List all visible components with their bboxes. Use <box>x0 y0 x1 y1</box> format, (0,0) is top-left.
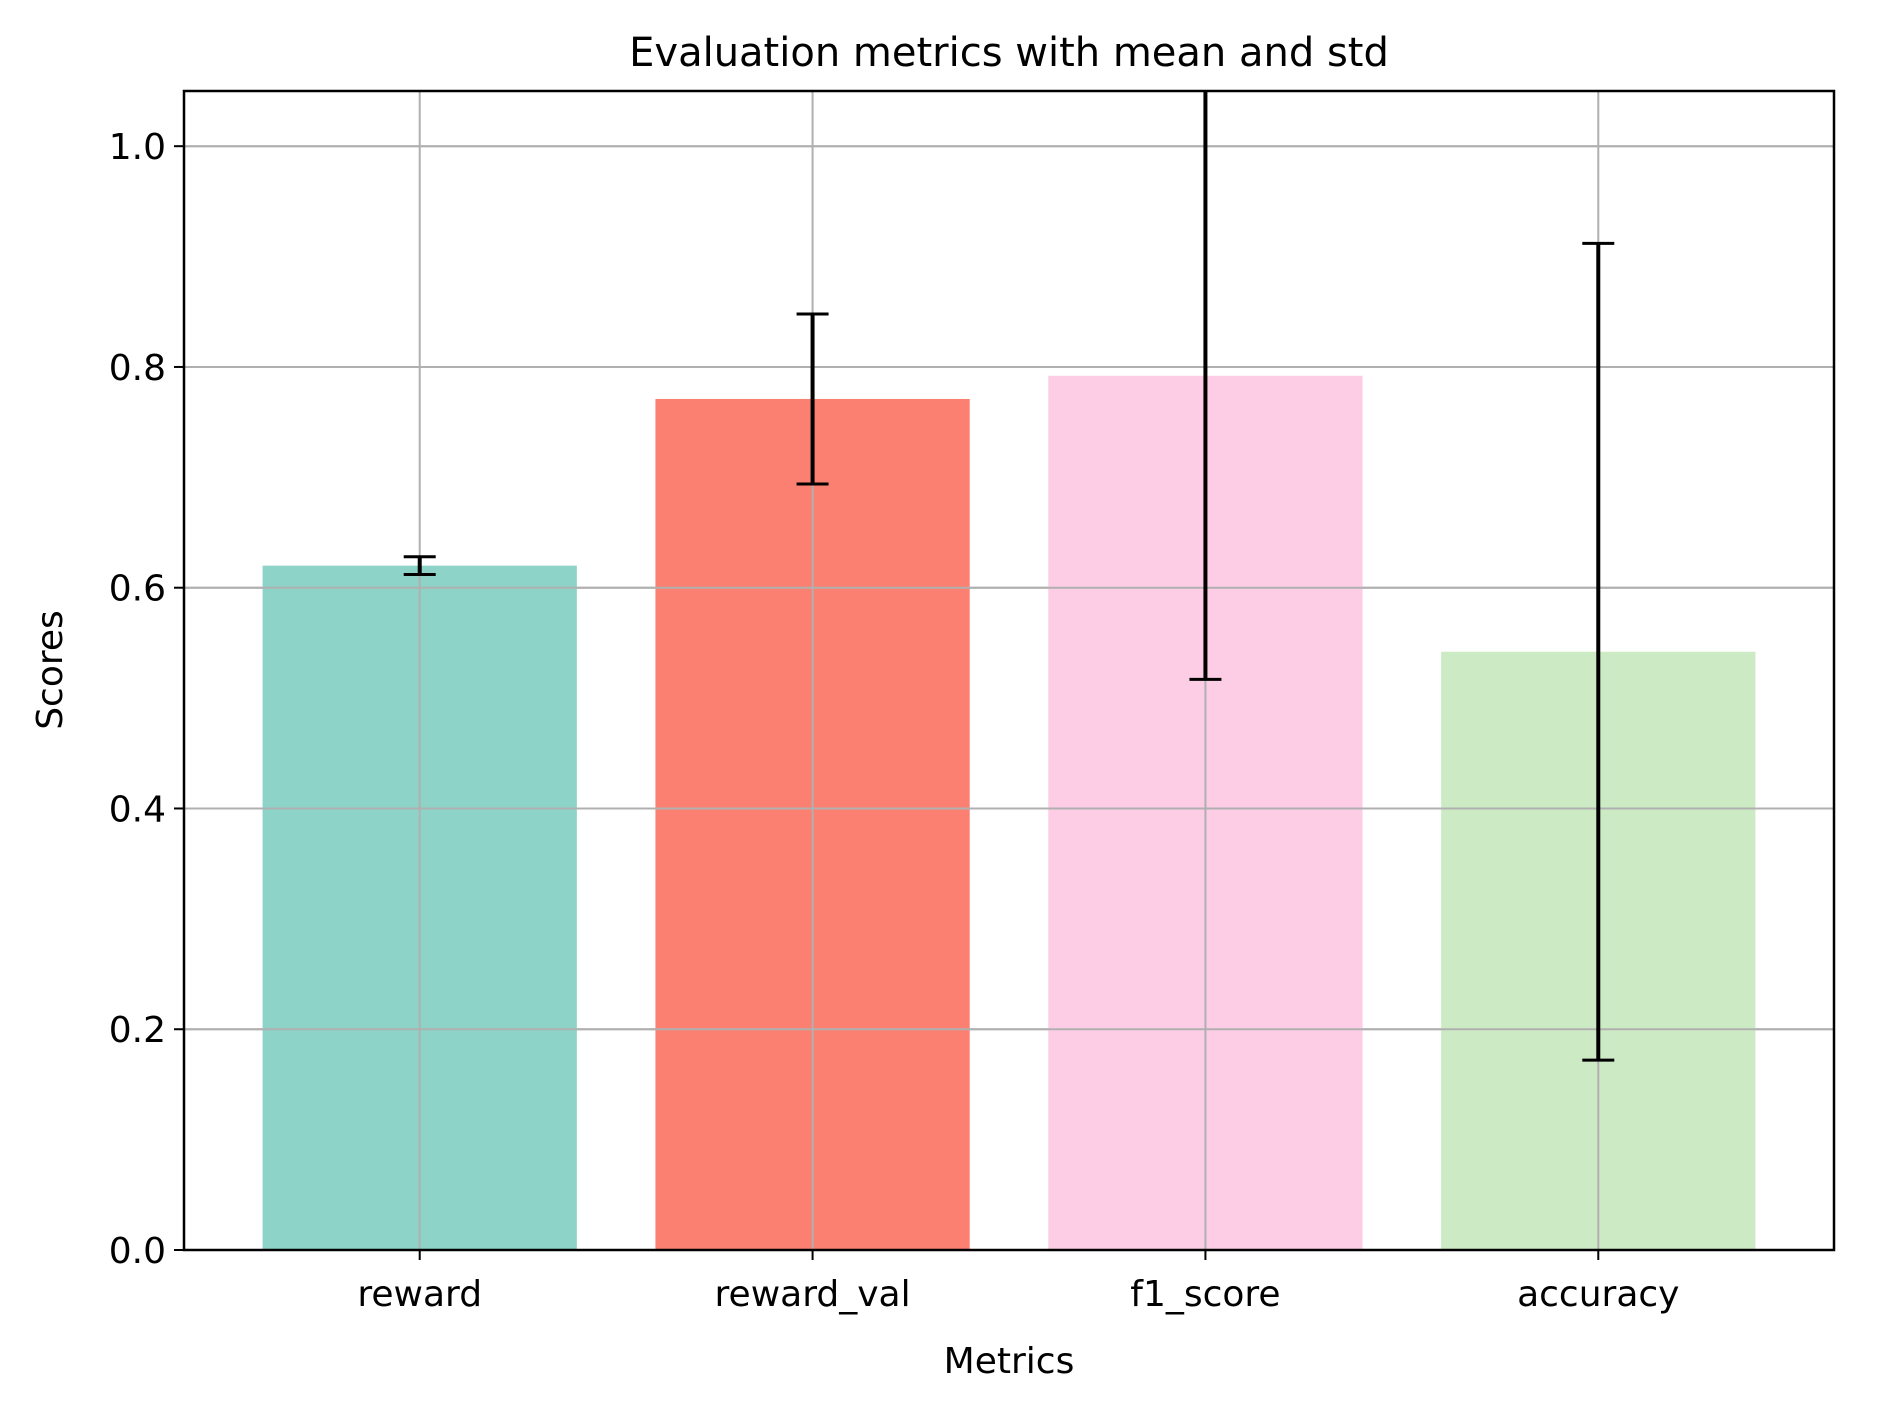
y-tick-label: 0.2 <box>109 1010 166 1051</box>
y-tick-label: 1.0 <box>109 127 166 168</box>
y-tick-label: 0.0 <box>109 1231 166 1272</box>
x-tick-label: accuracy <box>1517 1274 1679 1315</box>
y-tick-label: 0.8 <box>109 348 166 389</box>
y-tick-label: 0.4 <box>109 789 166 830</box>
error-bars <box>403 91 1615 1062</box>
y-axis-ticks: 0.0 0.2 0.4 0.6 0.8 1.0 <box>109 127 184 1272</box>
y-axis-label: Scores <box>30 610 71 730</box>
y-tick-label: 0.6 <box>109 569 166 610</box>
x-axis-label: Metrics <box>944 1341 1075 1382</box>
plot-frame <box>182 89 1836 1252</box>
x-tick-label: f1_score <box>1130 1274 1280 1315</box>
x-axis-ticks: reward reward_val f1_score accuracy <box>357 1250 1679 1315</box>
chart-title: Evaluation metrics with mean and std <box>629 30 1389 76</box>
x-tick-label: reward_val <box>715 1274 911 1315</box>
x-tick-label: reward <box>357 1274 482 1315</box>
